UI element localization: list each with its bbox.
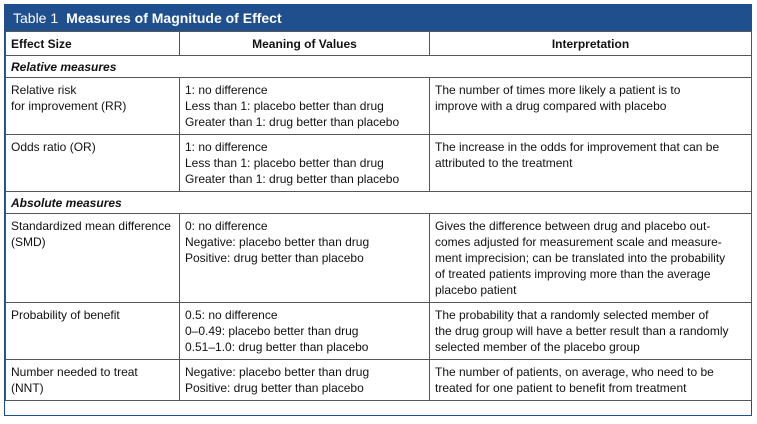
interpretation-cell: Gives the difference between drug and pl… [429, 213, 752, 303]
cell-line: placebo patient [435, 283, 517, 297]
effect-size-cell: Relative risk for improvement (RR) [5, 77, 180, 135]
cell-line: ment imprecision; can be translated into… [435, 251, 726, 265]
meaning-cell: 1: no difference Less than 1: placebo bet… [179, 77, 430, 135]
header-row: Effect Size Meaning of Values Interpreta… [5, 31, 752, 56]
table-body: Relative measures Relative risk for improv… [5, 55, 752, 401]
cell-line: Number needed to treat [11, 365, 138, 379]
cell-line: Gives the difference between drug and pl… [435, 219, 711, 233]
cell-line: comes adjusted for measurement scale and… [435, 235, 722, 249]
section-row: Absolute measures [5, 191, 752, 214]
table-row: Odds ratio (OR) 1: no difference Less than… [5, 134, 752, 192]
cell-line: 0.51–1.0: drug better than placebo [185, 340, 369, 354]
effect-size-cell: Odds ratio (OR) [5, 134, 180, 192]
cell-line: The number of times more likely a patien… [435, 83, 681, 97]
interpretation-cell: The number of patients, on average, who … [429, 359, 752, 401]
cell-line: (SMD) [11, 235, 46, 249]
cell-line: Probability of benefit [11, 308, 120, 322]
interpretation-cell: The probability that a randomly selected… [429, 302, 752, 360]
table-row: Number needed to treat (NNT) Negative: pla… [5, 359, 752, 401]
cell-line: Greater than 1: drug better than placebo [185, 172, 400, 186]
cell-line: The probability that a randomly selected… [435, 308, 709, 322]
cell-line: 1: no difference [185, 83, 268, 97]
cell-line: Greater than 1: drug better than placebo [185, 115, 400, 129]
interpretation-cell: The number of times more likely a patien… [429, 77, 752, 135]
interpretation-cell: The increase in the odds for improvement… [429, 134, 752, 192]
meaning-cell: 0: no difference Negative: placebo better… [179, 213, 430, 303]
cell-line: Relative risk [11, 83, 77, 97]
cell-line: Odds ratio (OR) [11, 140, 96, 154]
cell-line: Less than 1: placebo better than drug [185, 99, 384, 113]
section-row: Relative measures [5, 55, 752, 78]
table-title: Measures of Magnitude of Effect [66, 10, 282, 26]
cell-line: Positive: drug better than placebo [185, 251, 364, 265]
section-heading: Absolute measures [5, 191, 752, 214]
cell-line: Positive: drug better than placebo [185, 381, 364, 395]
cell-line: Standardized mean difference [11, 219, 171, 233]
section-heading: Relative measures [5, 55, 752, 78]
table-row: Standardized mean difference (SMD) 0: no d… [5, 213, 752, 303]
cell-line: the drug group will have a better result… [435, 324, 729, 338]
effect-size-cell: Number needed to treat (NNT) [5, 359, 180, 401]
meaning-cell: 1: no difference Less than 1: placebo bet… [179, 134, 430, 192]
cell-line: Negative: placebo better than drug [185, 235, 370, 249]
table-row: Relative risk for improvement (RR) 1: no d… [5, 77, 752, 135]
cell-line: Negative: placebo better than drug [185, 365, 370, 379]
cell-line: 0: no difference [185, 219, 268, 233]
header-meaning: Meaning of Values [179, 31, 430, 56]
effect-size-cell: Standardized mean difference (SMD) [5, 213, 180, 303]
cell-line: The increase in the odds for improvement… [435, 140, 720, 154]
cell-line: selected member of the placebo group [435, 340, 640, 354]
cell-line: 0.5: no difference [185, 308, 278, 322]
cell-line: of treated patients improving more than … [435, 267, 711, 281]
table-title-bar: Table 1 Measures of Magnitude of Effect [5, 5, 751, 31]
cell-line: for improvement (RR) [11, 99, 127, 113]
meaning-cell: Negative: placebo better than drug Positi… [179, 359, 430, 401]
table-row: Probability of benefit 0.5: no difference… [5, 302, 752, 360]
cell-line: treated for one patient to benefit from … [435, 381, 687, 395]
effect-size-table: Effect Size Meaning of Values Interpreta… [5, 31, 752, 401]
table-number: Table 1 [13, 10, 59, 26]
cell-line: 1: no difference [185, 140, 268, 154]
cell-line: improve with a drug compared with placeb… [435, 99, 667, 113]
cell-line: attributed to the treatment [435, 156, 573, 170]
header-interpretation: Interpretation [429, 31, 752, 56]
meaning-cell: 0.5: no difference 0–0.49: placebo better… [179, 302, 430, 360]
effect-size-cell: Probability of benefit [5, 302, 180, 360]
cell-line: 0–0.49: placebo better than drug [185, 324, 359, 338]
header-effect-size: Effect Size [5, 31, 180, 56]
cell-line: (NNT) [11, 381, 44, 395]
table-frame: Table 1 Measures of Magnitude of Effect … [4, 4, 752, 416]
cell-line: The number of patients, on average, who … [435, 365, 714, 379]
cell-line: Less than 1: placebo better than drug [185, 156, 384, 170]
